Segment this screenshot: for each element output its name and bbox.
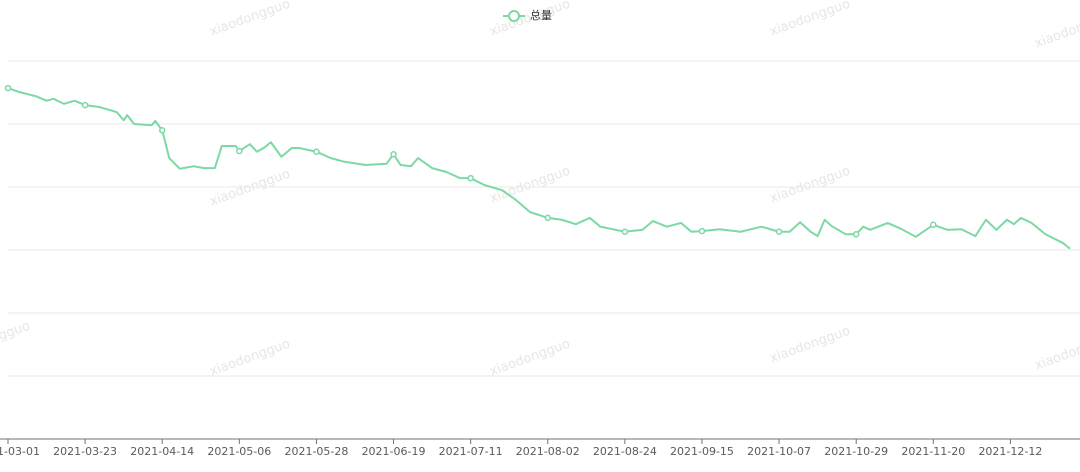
legend-item: 总量 [503, 8, 552, 22]
watermark: xiaodongguo [208, 337, 292, 380]
watermark: xiaodongguo [488, 164, 572, 207]
watermark: xiaodongguo [488, 337, 572, 380]
point [158, 127, 166, 134]
x-tick-label: 2021-12-12 [978, 445, 1042, 458]
point [4, 84, 12, 92]
legend-symbol [508, 10, 520, 22]
line [7, 87, 1071, 250]
legend-label: 总量 [530, 8, 552, 22]
point [544, 214, 552, 222]
x-tick-label: 2021-09-15 [670, 445, 734, 458]
point [621, 228, 629, 235]
watermark: xiaodongguo [0, 319, 32, 362]
x-tick-label: 2021-08-24 [593, 445, 657, 458]
point [698, 227, 706, 235]
x-tick-label: 2021-11-20 [901, 445, 965, 458]
watermark: xiaodongguo [768, 164, 852, 207]
watermark: xiaodongguo [208, 167, 292, 210]
x-tick-label: 2021-04-14 [130, 445, 194, 458]
watermark: xiaodongguo [768, 0, 852, 39]
point [236, 147, 243, 155]
x-tick-label: 2021-06-19 [362, 445, 426, 458]
x-tick-label: 2021-03-01 [0, 445, 40, 458]
point [390, 150, 397, 158]
point [775, 228, 783, 235]
watermark: xiaodongguo [1033, 331, 1080, 374]
x-tick-label: 2021-05-06 [207, 445, 271, 458]
x-tick-label: 2021-10-29 [824, 445, 888, 458]
point [313, 148, 320, 155]
point [467, 174, 474, 182]
watermark: xiaodongguo [1033, 9, 1080, 52]
point [852, 231, 860, 238]
point [81, 101, 89, 109]
watermark: xiaodongguo [768, 324, 852, 367]
x-tick-label: 2021-08-02 [516, 445, 580, 458]
x-tick-label: 2021-03-23 [53, 445, 117, 458]
x-tick-label: 2021-10-07 [747, 445, 811, 458]
x-tick-label: 2021-07-11 [439, 445, 503, 458]
x-tick-label: 2021-05-28 [284, 445, 348, 458]
point [930, 221, 937, 229]
watermark: xiaodongguo [208, 0, 292, 39]
